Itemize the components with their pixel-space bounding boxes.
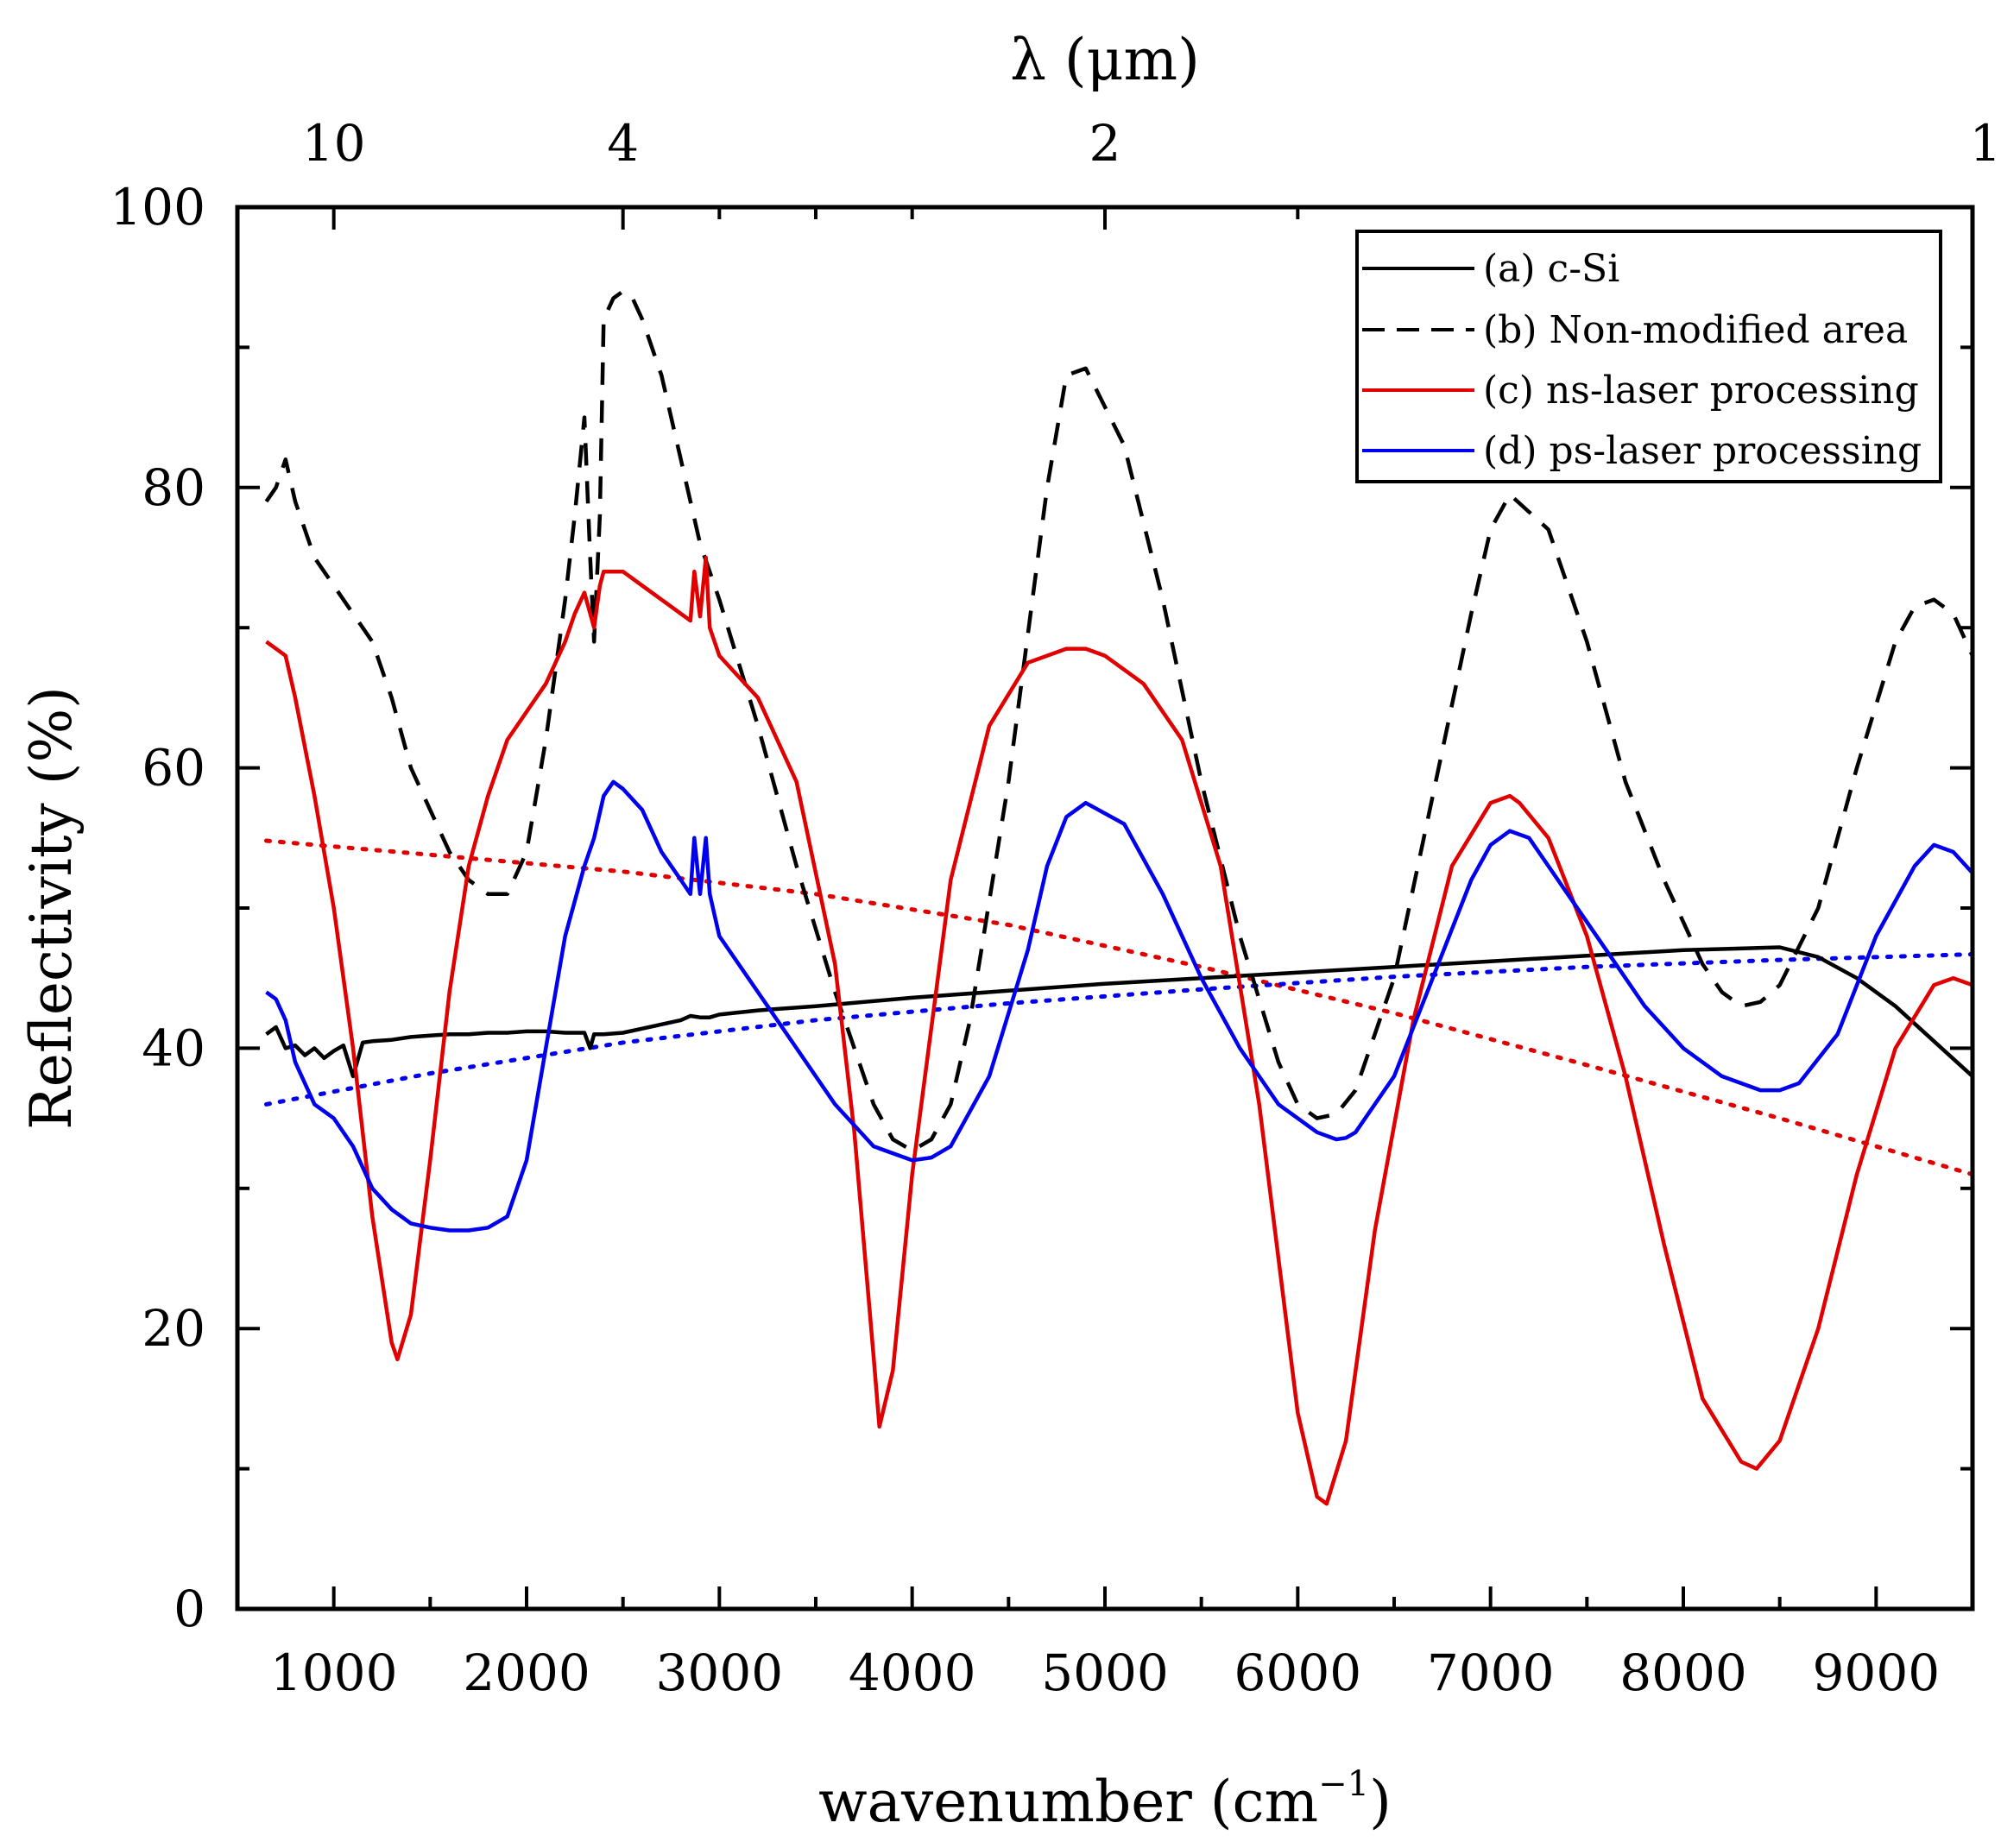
y-tick-label: 0 [174, 1580, 205, 1638]
plot-layer [264, 289, 1973, 1506]
legend-label-d: (d) ps-laser processing [1483, 429, 1922, 473]
legend: (a) c-Si (b) Non-modified area (c) ns-la… [1355, 230, 1942, 483]
x-axis-title-close: ) [1369, 1769, 1392, 1835]
y-tick-label: 100 [110, 178, 205, 237]
x-tick-label: 5000 [1041, 1643, 1169, 1702]
x-tick-label: 1000 [270, 1643, 398, 1702]
legend-label-b: (b) Non-modified area [1483, 308, 1908, 352]
x-tick-label: 9000 [1813, 1643, 1941, 1702]
y-tick-label: 40 [142, 1019, 205, 1077]
series-line-d-ps-laser-processing [265, 779, 1973, 1233]
x-axis-title: wavenumber (cm−1) [818, 1764, 1392, 1835]
legend-label-c: (c) ns-laser processing [1483, 369, 1919, 413]
x-tick-label: 4000 [849, 1643, 976, 1702]
x-tick-label: 7000 [1427, 1643, 1555, 1702]
top-tick-label: 1 [1970, 114, 2001, 173]
series-line-ps-fit [264, 952, 1973, 1107]
x-tick-label: 6000 [1234, 1643, 1362, 1702]
top-tick-label: 4 [607, 114, 639, 173]
series-line-a-c-si [265, 945, 1973, 1079]
x-axis-title-sup: −1 [1318, 1764, 1369, 1804]
y-tick-label: 20 [142, 1299, 205, 1358]
series-line-b-non-modified-area [264, 289, 1973, 1153]
top-axis-title: λ (μm) [1010, 27, 1200, 93]
x-axis-title-main: wavenumber (cm [818, 1769, 1318, 1835]
legend-label-a: (a) c-Si [1483, 247, 1619, 291]
series-line-ns-fit [264, 838, 1973, 1177]
x-tick-label: 3000 [656, 1643, 784, 1702]
top-tick-label: 2 [1089, 114, 1121, 173]
x-tick-label: 8000 [1619, 1643, 1747, 1702]
series-line-c-ns-laser-processing [265, 555, 1973, 1506]
legend-box [1355, 230, 1942, 483]
top-tick-label: 10 [302, 114, 366, 173]
y-axis-title: Reflectivity (%) [18, 686, 85, 1130]
x-tick-label: 2000 [463, 1643, 590, 1702]
ticks-layer: 1000 2000 3000 4000 5000 6000 7000 8000 9000 0 20 4… [110, 114, 2001, 1702]
y-tick-label: 80 [142, 458, 205, 517]
y-tick-label: 60 [142, 739, 205, 798]
